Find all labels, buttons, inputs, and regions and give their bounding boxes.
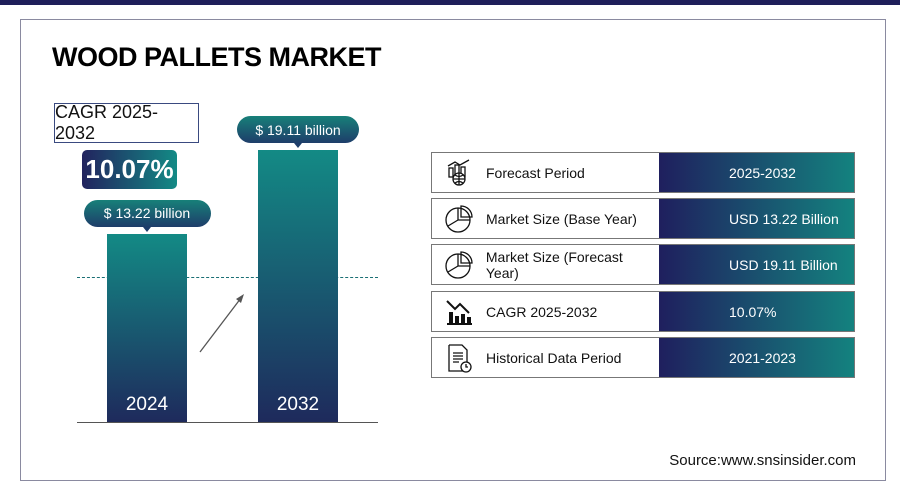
info-row: Market Size (Forecast Year) USD 19.11 Bil…: [431, 244, 855, 285]
row-value: USD 13.22 Billion: [659, 199, 854, 238]
row-value: 2021-2023: [659, 338, 854, 377]
row-label-cell: Forecast Period: [432, 153, 659, 192]
info-row: Forecast Period 2025-2032: [431, 152, 855, 193]
row-label: Forecast Period: [486, 164, 585, 181]
row-label-cell: Market Size (Forecast Year): [432, 245, 659, 284]
row-label-cell: CAGR 2025-2032: [432, 292, 659, 331]
row-value: USD 19.11 Billion: [659, 245, 854, 284]
bar-value-label: $ 19.11 billion: [237, 116, 359, 148]
bar-chart-decline-icon: [432, 298, 486, 326]
bar-category-label: 2024: [125, 393, 169, 415]
top-bar: [0, 0, 900, 5]
source-text: Source:www.snsinsider.com: [669, 452, 856, 469]
bar-category-label: 2032: [276, 394, 320, 415]
row-label: Historical Data Period: [486, 349, 622, 366]
row-label-cell: Market Size (Base Year): [432, 199, 659, 238]
bar-value-label: $ 13.22 billion: [83, 199, 211, 232]
frame: [20, 19, 886, 481]
cagr-value: 10.07%: [82, 150, 177, 189]
pie-chart-icon: [432, 250, 486, 280]
row-label: Market Size (Forecast Year): [485, 248, 623, 281]
info-row: Market Size (Base Year) USD 13.22 Billion: [431, 198, 855, 239]
row-label-cell: Historical Data Period: [432, 338, 659, 377]
page-title: WOOD PALLETS MARKET: [52, 42, 381, 72]
cagr-label: CAGR 2025-2032: [54, 102, 199, 143]
pie-chart-icon: [432, 204, 486, 234]
row-label: Market Size (Base Year): [486, 210, 637, 227]
bar-2024: 2024: [107, 233, 187, 422]
x-axis: [77, 422, 378, 423]
row-label: CAGR 2025-2032: [486, 303, 598, 320]
document-clock-icon: [432, 343, 486, 373]
info-row: CAGR 2025-2032 10.07%: [431, 291, 855, 332]
reference-dashed-line: [77, 277, 378, 278]
row-value: 2025-2032: [659, 153, 854, 192]
info-row: Historical Data Period 2021-2023: [431, 337, 855, 378]
chart-globe-icon: [432, 158, 486, 187]
bar-2032: 2032: [258, 150, 338, 422]
row-value: 10.07%: [659, 292, 854, 331]
